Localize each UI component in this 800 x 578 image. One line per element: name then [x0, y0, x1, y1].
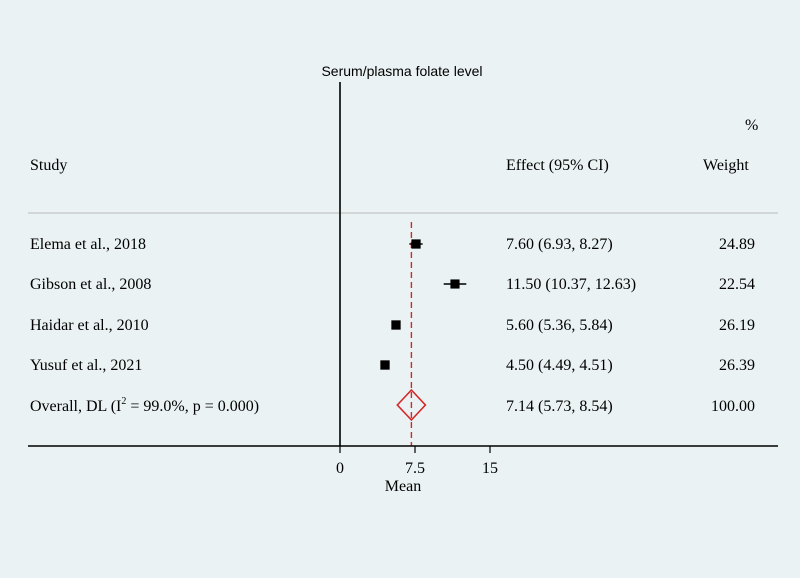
study-row: Gibson et al., 2008 11.50 (10.37, 12.63) 2… [30, 276, 755, 293]
effect-marker [380, 360, 390, 370]
ci-text: 4.50 (4.49, 4.51) [506, 357, 613, 374]
study-row: Yusuf et al., 2021 4.50 (4.49, 4.51) 26.39 [30, 357, 755, 374]
overall-ci-text: 7.14 (5.73, 8.54) [506, 398, 613, 415]
weight-text: 24.89 [719, 236, 755, 253]
effect-header: Effect (95% CI) [506, 157, 609, 174]
x-axis-ticks: 0 7.5 15 [336, 446, 498, 477]
study-label: Yusuf et al., 2021 [30, 357, 142, 374]
weight-percent-header: % [745, 117, 758, 134]
overall-row: Overall, DL (I2 = 99.0%, p = 0.000) 7.14… [30, 388, 755, 422]
effect-marker [411, 239, 421, 249]
chart-title: Serum/plasma folate level [321, 63, 482, 79]
x-axis-label: Mean [385, 478, 421, 495]
overall-diamond [396, 388, 427, 422]
weight-header: Weight [703, 157, 749, 174]
effect-marker [391, 320, 401, 330]
x-tick-label: 15 [482, 460, 498, 477]
weight-text: 22.54 [719, 276, 755, 293]
study-label: Gibson et al., 2008 [30, 276, 151, 293]
study-row: Elema et al., 2018 7.60 (6.93, 8.27) 24.89 [30, 236, 755, 253]
study-row: Haidar et al., 2010 5.60 (5.36, 5.84) 26.1… [30, 317, 755, 334]
x-tick-label: 0 [336, 460, 344, 477]
study-label: Elema et al., 2018 [30, 236, 146, 253]
study-rows: Elema et al., 2018 7.60 (6.93, 8.27) 24.89… [30, 236, 755, 374]
ci-text: 5.60 (5.36, 5.84) [506, 317, 613, 334]
overall-label: Overall, DL (I2 = 99.0%, p = 0.000) [30, 396, 259, 415]
weight-text: 26.39 [719, 357, 755, 374]
overall-weight-text: 100.00 [711, 398, 755, 415]
effect-marker [450, 279, 460, 289]
study-label: Haidar et al., 2010 [30, 317, 149, 334]
study-header: Study [30, 157, 67, 174]
ci-text: 7.60 (6.93, 8.27) [506, 236, 613, 253]
weight-text: 26.19 [719, 317, 755, 334]
x-tick-label: 7.5 [405, 460, 425, 477]
ci-text: 11.50 (10.37, 12.63) [506, 276, 636, 293]
